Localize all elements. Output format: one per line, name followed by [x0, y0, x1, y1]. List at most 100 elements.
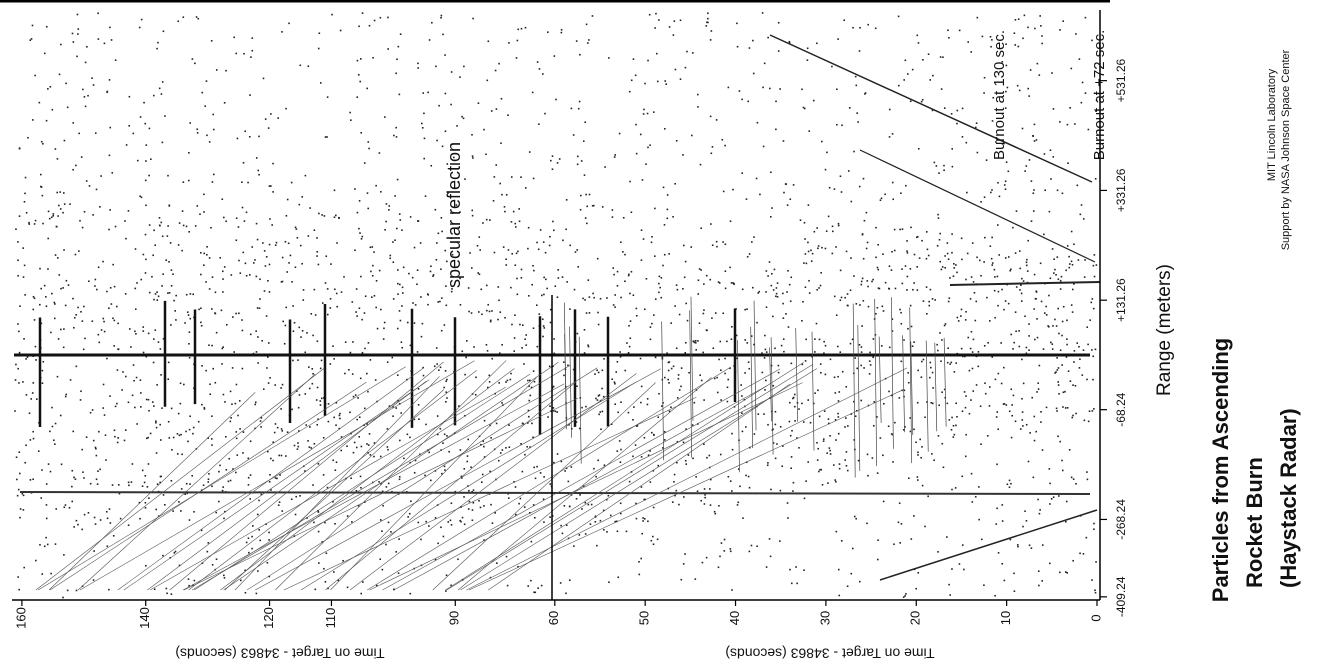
noise-dot [335, 461, 338, 464]
noise-dot [786, 502, 789, 504]
noise-dot [706, 21, 708, 24]
noise-dot [991, 120, 994, 122]
noise-dot [45, 483, 48, 485]
noise-dot [178, 434, 181, 437]
noise-dot [645, 277, 648, 280]
streak [925, 340, 929, 452]
noise-dot [732, 188, 734, 191]
noise-dot [102, 407, 105, 409]
noise-dot [71, 469, 74, 472]
noise-dot [384, 116, 386, 118]
noise-dot [398, 310, 401, 312]
noise-dot [582, 297, 584, 300]
streak [661, 321, 665, 461]
noise-dot [37, 450, 40, 452]
noise-dot [395, 407, 398, 409]
noise-dot [138, 501, 141, 504]
noise-dot [32, 295, 35, 298]
noise-dot [716, 391, 719, 394]
noise-dot [22, 381, 24, 383]
noise-dot [876, 472, 879, 474]
noise-dot [68, 506, 71, 509]
noise-dot [326, 288, 329, 290]
noise-dot [1052, 108, 1055, 110]
noise-dot [1091, 410, 1094, 412]
noise-dot [892, 461, 894, 463]
noise-dot [89, 411, 92, 414]
noise-dot [89, 482, 92, 485]
noise-dot [131, 463, 134, 465]
noise-dot [941, 442, 944, 445]
noise-dot [843, 19, 846, 22]
noise-dot [77, 523, 79, 526]
noise-dot [60, 287, 62, 290]
noise-dot [134, 308, 137, 310]
noise-dot [905, 593, 907, 595]
noise-dot [944, 323, 947, 325]
noise-dot [1057, 435, 1059, 438]
noise-dot [423, 112, 425, 115]
noise-dot [603, 358, 605, 360]
noise-dot [340, 436, 343, 438]
noise-dot [1040, 411, 1042, 413]
noise-dot [777, 364, 780, 367]
noise-dot [570, 427, 573, 430]
noise-dot [297, 442, 299, 444]
noise-dot [441, 230, 443, 233]
noise-dot [1078, 58, 1081, 60]
noise-dot [337, 216, 340, 219]
noise-dot [1055, 407, 1058, 410]
noise-dot [19, 305, 21, 307]
noise-dot [1093, 92, 1096, 95]
noise-dot [524, 338, 526, 341]
noise-dot [966, 252, 969, 255]
noise-dot [250, 56, 252, 58]
noise-dot [499, 182, 501, 185]
noise-dot [747, 361, 750, 364]
noise-dot [316, 237, 318, 239]
noise-dot [274, 384, 277, 386]
noise-dot [134, 406, 136, 409]
noise-dot [224, 401, 226, 403]
noise-dot [413, 246, 416, 249]
noise-dot [381, 568, 384, 571]
noise-dot [586, 222, 588, 225]
noise-dot [642, 520, 644, 522]
noise-dot [630, 270, 633, 273]
noise-dot [406, 433, 409, 436]
noise-dot [741, 412, 743, 414]
noise-dot [1031, 396, 1033, 399]
streak [220, 368, 515, 591]
noise-dot [724, 372, 726, 375]
noise-dot [505, 258, 507, 261]
noise-dot [1055, 325, 1058, 327]
noise-dot [865, 247, 868, 250]
noise-dot [936, 245, 939, 247]
noise-dot [208, 141, 211, 143]
noise-dot [114, 225, 117, 228]
noise-dot [144, 501, 147, 504]
noise-dot [888, 346, 891, 349]
noise-dot [221, 363, 223, 365]
noise-dot [424, 474, 426, 477]
noise-dot [519, 497, 522, 500]
noise-dot [520, 268, 523, 271]
noise-dot [1054, 372, 1056, 374]
noise-dot [1003, 403, 1006, 405]
noise-dot [861, 233, 864, 235]
noise-dot [873, 401, 876, 403]
noise-dot [788, 40, 791, 43]
noise-dot [440, 297, 443, 299]
noise-dot [640, 385, 643, 388]
noise-dot [678, 313, 681, 316]
noise-dot [816, 227, 818, 229]
noise-dot [785, 313, 787, 315]
noise-dot [563, 361, 565, 363]
noise-dot [274, 423, 277, 425]
noise-dot [956, 271, 958, 274]
noise-dot [244, 569, 246, 572]
noise-dot [317, 263, 320, 266]
noise-dot [749, 446, 751, 449]
noise-dot [1003, 366, 1005, 369]
streak [943, 337, 947, 427]
